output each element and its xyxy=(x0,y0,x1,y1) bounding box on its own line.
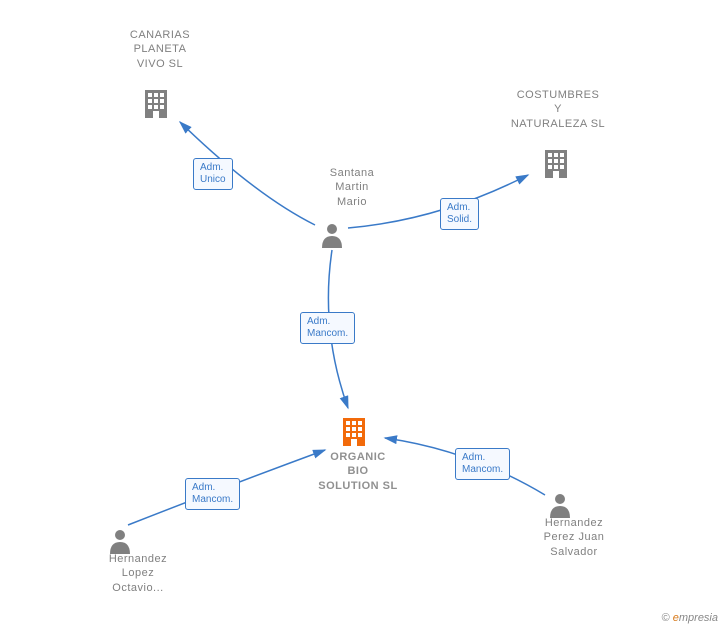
copyright-symbol: © xyxy=(662,612,670,624)
brand-name: empresia xyxy=(673,612,718,624)
edge-label-1: Adm.Solid. xyxy=(440,198,479,230)
edge-label-0: Adm.Unico xyxy=(193,158,233,190)
node-label-hernandez_perez: HernandezPerez JuanSalvador xyxy=(524,516,624,559)
footer-attribution: © empresia xyxy=(662,612,718,624)
edge-label-2: Adm.Mancom. xyxy=(300,312,355,344)
node-label-costumbres: COSTUMBRESYNATURALEZA SL xyxy=(508,88,608,131)
building-icon xyxy=(340,416,368,451)
node-label-canarias: CANARIASPLANETAVIVO SL xyxy=(110,28,210,71)
node-label-organic: ORGANICBIOSOLUTION SL xyxy=(308,450,408,493)
node-label-hernandez_lopez: HernandezLopezOctavio... xyxy=(88,552,188,595)
edge-label-4: Adm.Mancom. xyxy=(455,448,510,480)
edge-label-3: Adm.Mancom. xyxy=(185,478,240,510)
building-icon xyxy=(142,88,170,123)
node-label-santana: SantanaMartinMario xyxy=(302,166,402,209)
building-icon xyxy=(542,148,570,183)
person-icon xyxy=(320,222,344,253)
